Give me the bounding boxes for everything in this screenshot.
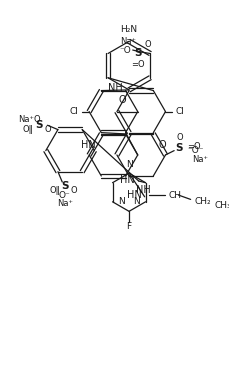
Text: Na⁺: Na⁺ xyxy=(120,37,136,46)
Text: O: O xyxy=(158,139,165,150)
Text: N: N xyxy=(133,197,140,206)
Text: O‖: O‖ xyxy=(23,125,33,134)
Text: S: S xyxy=(175,143,182,153)
Text: Na⁺: Na⁺ xyxy=(191,155,207,164)
Text: HN: HN xyxy=(127,190,142,200)
Text: S: S xyxy=(61,181,68,191)
Text: NH: NH xyxy=(107,83,122,93)
Text: S: S xyxy=(35,120,42,130)
Text: N: N xyxy=(125,160,132,169)
Text: N: N xyxy=(117,197,124,206)
Text: O: O xyxy=(44,125,50,134)
Text: O: O xyxy=(143,40,150,49)
Text: CH₃: CH₃ xyxy=(214,201,229,210)
Text: Na⁺O: Na⁺O xyxy=(18,115,40,124)
Text: Na⁺: Na⁺ xyxy=(57,199,73,208)
Text: CH₂: CH₂ xyxy=(193,197,210,205)
Text: O: O xyxy=(175,133,182,142)
Text: HN: HN xyxy=(120,175,135,185)
Text: F: F xyxy=(126,222,131,231)
Text: O⁻: O⁻ xyxy=(59,191,71,200)
Text: CH: CH xyxy=(167,191,180,200)
Text: O: O xyxy=(118,95,125,105)
Text: Cl: Cl xyxy=(175,107,184,116)
Text: ⁻O: ⁻O xyxy=(119,46,131,54)
Text: =O: =O xyxy=(131,59,144,69)
Text: =O: =O xyxy=(186,142,200,151)
Text: H₂N: H₂N xyxy=(120,24,137,34)
Text: HN: HN xyxy=(81,139,96,150)
Text: NH: NH xyxy=(135,185,150,195)
Text: ⁻O⁻: ⁻O⁻ xyxy=(186,146,203,155)
Text: O‖: O‖ xyxy=(49,186,60,195)
Text: O: O xyxy=(71,186,77,195)
Text: S: S xyxy=(134,47,141,58)
Text: Cl: Cl xyxy=(70,107,78,116)
